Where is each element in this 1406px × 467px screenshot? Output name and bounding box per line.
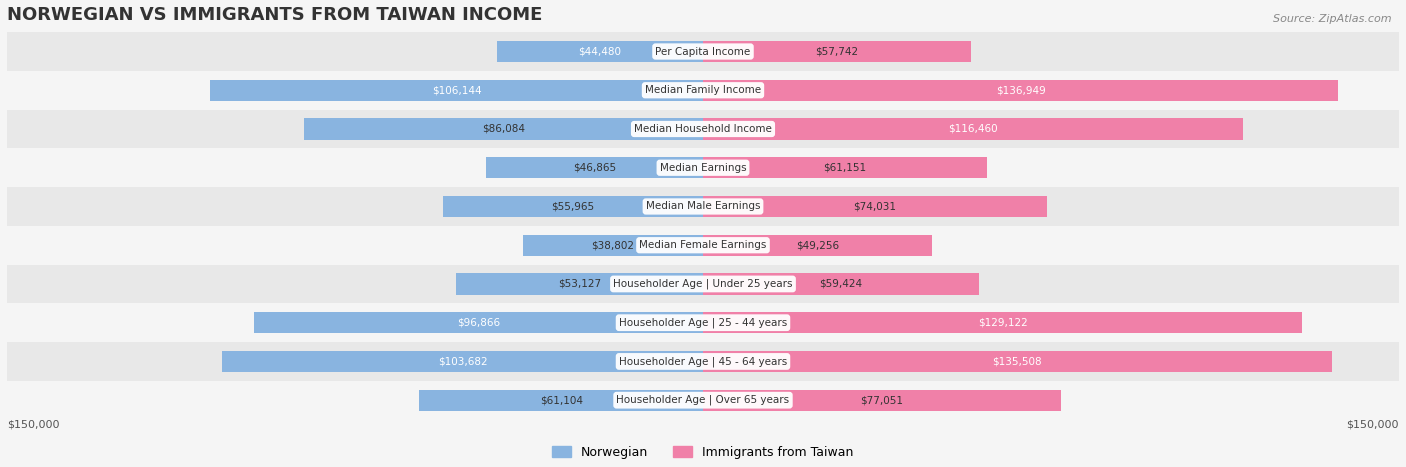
Bar xyxy=(222,351,703,372)
Text: $46,865: $46,865 xyxy=(572,163,616,173)
Text: $135,508: $135,508 xyxy=(993,356,1042,367)
Bar xyxy=(7,149,1399,187)
Text: $106,144: $106,144 xyxy=(432,85,481,95)
Text: $96,866: $96,866 xyxy=(457,318,499,328)
Bar xyxy=(7,187,1399,226)
Bar xyxy=(703,196,1046,217)
Text: Median Household Income: Median Household Income xyxy=(634,124,772,134)
Text: $61,104: $61,104 xyxy=(540,395,582,405)
Text: $38,802: $38,802 xyxy=(592,240,634,250)
Bar xyxy=(703,157,987,178)
Bar xyxy=(7,110,1399,149)
Bar xyxy=(703,273,979,295)
Bar xyxy=(703,312,1302,333)
Bar xyxy=(703,79,1339,101)
Bar xyxy=(485,157,703,178)
Bar xyxy=(703,41,972,62)
Bar xyxy=(703,118,1243,140)
Text: $61,151: $61,151 xyxy=(824,163,866,173)
Bar xyxy=(419,389,703,411)
Bar xyxy=(253,312,703,333)
Bar xyxy=(703,351,1331,372)
Bar xyxy=(496,41,703,62)
Text: $53,127: $53,127 xyxy=(558,279,602,289)
Bar xyxy=(7,304,1399,342)
Text: $86,084: $86,084 xyxy=(482,124,524,134)
Text: Median Male Earnings: Median Male Earnings xyxy=(645,201,761,212)
Bar xyxy=(304,118,703,140)
Text: Householder Age | 25 - 44 years: Householder Age | 25 - 44 years xyxy=(619,318,787,328)
Bar xyxy=(7,32,1399,71)
Bar xyxy=(7,226,1399,265)
Text: Per Capita Income: Per Capita Income xyxy=(655,47,751,57)
Bar xyxy=(457,273,703,295)
Text: $150,000: $150,000 xyxy=(7,419,59,430)
Bar xyxy=(7,265,1399,304)
Bar xyxy=(7,71,1399,110)
Text: $77,051: $77,051 xyxy=(860,395,903,405)
Text: $59,424: $59,424 xyxy=(820,279,862,289)
Bar xyxy=(703,389,1060,411)
Text: Source: ZipAtlas.com: Source: ZipAtlas.com xyxy=(1274,14,1392,24)
Text: Householder Age | Over 65 years: Householder Age | Over 65 years xyxy=(616,395,790,405)
Text: Householder Age | Under 25 years: Householder Age | Under 25 years xyxy=(613,279,793,289)
Text: Householder Age | 45 - 64 years: Householder Age | 45 - 64 years xyxy=(619,356,787,367)
Text: $55,965: $55,965 xyxy=(551,201,595,212)
Text: $44,480: $44,480 xyxy=(578,47,621,57)
Bar xyxy=(7,342,1399,381)
Text: Median Earnings: Median Earnings xyxy=(659,163,747,173)
Text: $116,460: $116,460 xyxy=(949,124,998,134)
Text: $74,031: $74,031 xyxy=(853,201,896,212)
Text: $150,000: $150,000 xyxy=(1347,419,1399,430)
Bar xyxy=(443,196,703,217)
Bar xyxy=(7,381,1399,419)
Text: NORWEGIAN VS IMMIGRANTS FROM TAIWAN INCOME: NORWEGIAN VS IMMIGRANTS FROM TAIWAN INCO… xyxy=(7,7,543,24)
Text: $103,682: $103,682 xyxy=(437,356,488,367)
Bar xyxy=(703,234,932,256)
Bar xyxy=(523,234,703,256)
Text: Median Female Earnings: Median Female Earnings xyxy=(640,240,766,250)
Legend: Norwegian, Immigrants from Taiwan: Norwegian, Immigrants from Taiwan xyxy=(547,441,859,464)
Text: Median Family Income: Median Family Income xyxy=(645,85,761,95)
Text: $136,949: $136,949 xyxy=(995,85,1046,95)
Bar xyxy=(211,79,703,101)
Text: $49,256: $49,256 xyxy=(796,240,839,250)
Text: $129,122: $129,122 xyxy=(977,318,1028,328)
Text: $57,742: $57,742 xyxy=(815,47,859,57)
